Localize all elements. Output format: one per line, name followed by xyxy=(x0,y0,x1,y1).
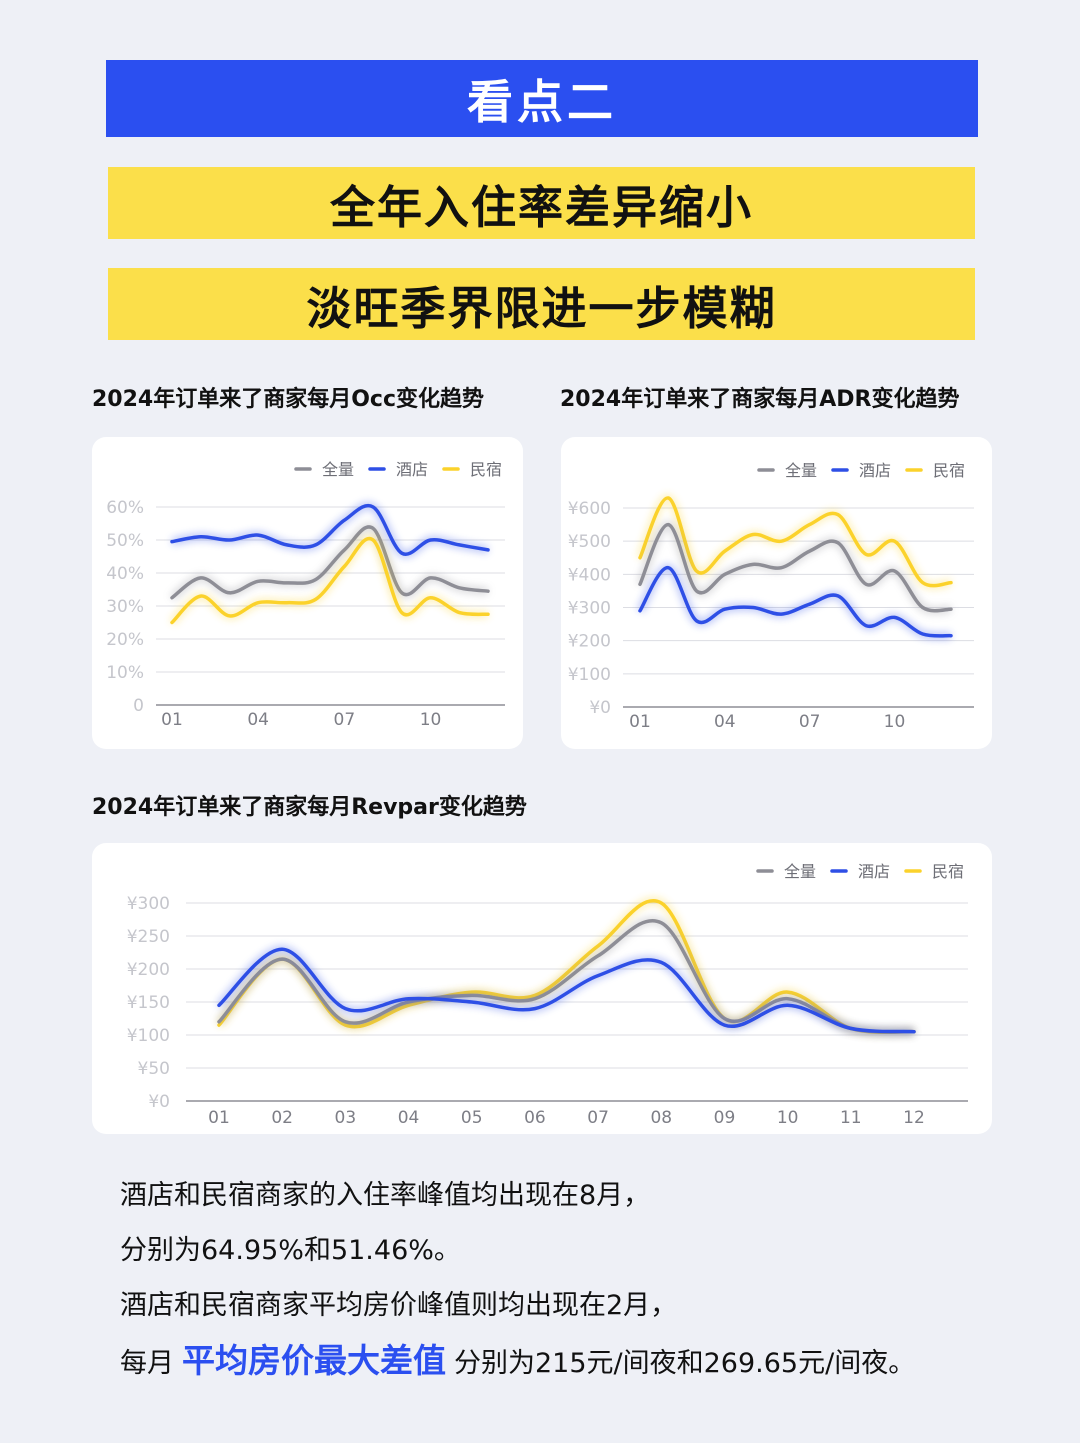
y-tick-label: ¥600 xyxy=(568,499,611,519)
x-tick-label: 07 xyxy=(334,710,356,730)
x-tick-label: 03 xyxy=(335,1108,357,1128)
x-tick-label: 07 xyxy=(799,712,821,732)
y-tick-label: ¥0 xyxy=(589,698,611,718)
x-tick-label: 10 xyxy=(420,710,442,730)
legend-label-all: 全量 xyxy=(322,460,354,479)
x-tick-label: 01 xyxy=(629,712,651,732)
y-tick-label: 60% xyxy=(106,498,144,518)
x-tick-label: 10 xyxy=(777,1108,799,1128)
x-tick-label: 01 xyxy=(161,710,183,730)
series-line-hotel xyxy=(170,503,490,556)
x-tick-label: 07 xyxy=(587,1108,609,1128)
revpar-chart-card: ¥0 ¥50 ¥100 ¥150 ¥200 ¥250 ¥300 01 02 03 04 05 06 07 0… xyxy=(92,843,992,1134)
adr-chart-title: 2024年订单来了商家每月ADR变化趋势 xyxy=(560,387,960,412)
legend-label-hotel: 酒店 xyxy=(396,460,428,479)
y-tick-label: ¥300 xyxy=(127,894,170,914)
legend-label-bnb: 民宿 xyxy=(933,461,965,480)
revpar-chart-title: 2024年订单来了商家每月Revpar变化趋势 xyxy=(92,795,527,820)
x-tick-label: 04 xyxy=(398,1108,420,1128)
summary-line-4: 每月 平均房价最大差值 分别为215元/间夜和269.65元/间夜。 xyxy=(120,1333,1020,1391)
x-tick-label: 11 xyxy=(840,1108,862,1128)
revpar-chart: ¥0 ¥50 ¥100 ¥150 ¥200 ¥250 ¥300 01 02 03 04 05 06 07 0… xyxy=(127,862,968,1128)
x-tick-label: 02 xyxy=(271,1108,293,1128)
summary-line-4-suffix: 分别为215元/间夜和269.65元/间夜。 xyxy=(454,1348,916,1379)
y-tick-label: ¥500 xyxy=(568,532,611,552)
y-tick-label: ¥50 xyxy=(138,1059,170,1079)
summary-line-3: 酒店和民宿商家平均房价峰值则均出现在2月， xyxy=(120,1290,678,1321)
legend-label-bnb: 民宿 xyxy=(470,460,502,479)
y-tick-label: 0 xyxy=(133,696,144,716)
legend: 民宿 酒店 全量 xyxy=(757,461,965,480)
y-tick-label: 10% xyxy=(106,663,144,683)
x-tick-label: 09 xyxy=(714,1108,736,1128)
x-tick-label: 06 xyxy=(524,1108,546,1128)
y-tick-label: ¥300 xyxy=(568,599,611,619)
legend: 民宿 酒店 全量 xyxy=(756,862,964,881)
y-tick-label: ¥100 xyxy=(568,665,611,685)
series-line-hotel xyxy=(638,565,953,638)
y-tick-label: ¥150 xyxy=(127,993,170,1013)
legend-label-hotel: 酒店 xyxy=(858,862,890,881)
y-tick-label: 40% xyxy=(106,564,144,584)
series-line-bnb xyxy=(638,496,953,588)
series-line-bnb xyxy=(170,536,490,625)
occ-chart-title: 2024年订单来了商家每月Occ变化趋势 xyxy=(92,387,485,412)
headline-secondary: 淡旺季界限进一步模糊 xyxy=(108,268,975,340)
y-tick-label: 50% xyxy=(106,531,144,551)
summary-line-2: 分别为64.95%和51.46%。 xyxy=(120,1235,461,1266)
summary-line-4-prefix: 每月 xyxy=(120,1348,174,1379)
series-line-all xyxy=(638,522,953,613)
x-tick-label: 05 xyxy=(461,1108,483,1128)
x-tick-label: 10 xyxy=(884,712,906,732)
x-tick-label: 04 xyxy=(247,710,269,730)
x-tick-label: 08 xyxy=(650,1108,672,1128)
y-tick-label: ¥100 xyxy=(127,1026,170,1046)
x-tick-label: 12 xyxy=(903,1108,925,1128)
summary-line-1: 酒店和民宿商家的入住率峰值均出现在8月， xyxy=(120,1180,651,1211)
y-tick-label: ¥250 xyxy=(127,927,170,947)
headline-primary: 全年入住率差异缩小 xyxy=(108,167,975,239)
occ-chart-card: 0 10% 20% 30% 40% 50% 60% 01 04 07 10 民宿 酒店 全量 xyxy=(92,437,523,749)
series-line-all xyxy=(217,919,916,1034)
legend-label-all: 全量 xyxy=(785,461,817,480)
summary-text: 酒店和民宿商家的入住率峰值均出现在8月， 分别为64.95%和51.46%。 酒… xyxy=(120,1168,1020,1391)
legend-label-all: 全量 xyxy=(784,862,816,881)
y-tick-label: ¥400 xyxy=(568,565,611,585)
y-tick-label: ¥200 xyxy=(127,960,170,980)
section-banner: 看点二 xyxy=(106,60,978,137)
legend-label-bnb: 民宿 xyxy=(932,862,964,881)
series-glow-all xyxy=(216,917,915,1036)
x-tick-label: 04 xyxy=(714,712,736,732)
adr-chart-card: ¥0 ¥100 ¥200 ¥300 ¥400 ¥500 ¥600 01 04 07 10 民宿 酒店 全量 xyxy=(561,437,992,749)
y-tick-label: 20% xyxy=(106,630,144,650)
legend: 民宿 酒店 全量 xyxy=(294,460,502,479)
adr-chart: ¥0 ¥100 ¥200 ¥300 ¥400 ¥500 ¥600 01 04 07 10 民宿 酒店 全量 xyxy=(568,461,974,732)
series-line-all xyxy=(170,525,490,600)
occ-chart: 0 10% 20% 30% 40% 50% 60% 01 04 07 10 民宿 酒店 全量 xyxy=(106,460,505,730)
legend-label-hotel: 酒店 xyxy=(859,461,891,480)
y-tick-label: 30% xyxy=(106,597,144,617)
y-tick-label: ¥0 xyxy=(148,1092,170,1112)
series-line-hotel xyxy=(217,947,916,1034)
x-tick-label: 01 xyxy=(208,1108,230,1128)
series-glow-hotel xyxy=(171,502,489,558)
summary-highlight: 平均房价最大差值 xyxy=(182,1341,446,1380)
y-tick-label: ¥200 xyxy=(568,632,611,652)
